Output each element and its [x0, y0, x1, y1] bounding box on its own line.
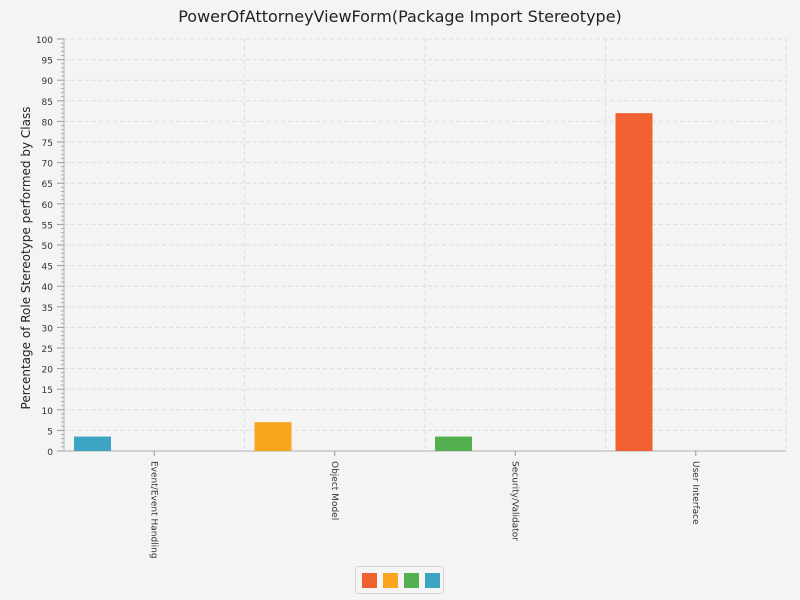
- x-tick-label: Object Model: [329, 461, 339, 520]
- y-tick-label: 65: [42, 180, 53, 190]
- legend: [355, 566, 444, 594]
- legend-swatch: [425, 573, 440, 588]
- y-tick-label: 95: [42, 57, 53, 67]
- x-tick-label: Event/Event Handling: [148, 461, 158, 559]
- y-tick-label: 45: [42, 263, 53, 273]
- bars: [74, 113, 653, 451]
- y-tick-label: 40: [42, 283, 54, 293]
- legend-swatch: [362, 573, 377, 588]
- y-tick-label: 50: [42, 242, 54, 252]
- y-tick-label: 20: [42, 366, 54, 376]
- bar: [74, 436, 111, 451]
- y-tick-label: 30: [42, 324, 54, 334]
- legend-swatch: [383, 573, 398, 588]
- y-tick-label: 60: [42, 201, 54, 211]
- y-tick-label: 35: [42, 304, 53, 314]
- y-tick-label: 90: [42, 77, 54, 87]
- legend-swatch: [404, 573, 419, 588]
- y-tick-label: 85: [42, 98, 53, 108]
- y-tick-label: 55: [42, 221, 53, 231]
- y-tick-label: 15: [42, 386, 53, 396]
- bar: [435, 436, 472, 451]
- axes: [57, 38, 786, 456]
- y-tick-label: 25: [42, 345, 53, 355]
- y-tick-label: 100: [36, 36, 53, 46]
- y-tick-label: 70: [42, 160, 54, 170]
- y-tick-label: 5: [47, 427, 53, 437]
- x-tick-label: Security/Validator: [509, 461, 519, 541]
- y-tick-label: 0: [47, 448, 53, 458]
- y-tick-label: 75: [42, 139, 53, 149]
- bar: [615, 113, 653, 451]
- tick-labels: 0 5 10 15 20 25 30 35 40 45 50 55 60 65 70 75 80 85 90 95 10…: [36, 36, 700, 559]
- y-tick-label: 80: [42, 118, 54, 128]
- bar: [254, 422, 292, 451]
- y-tick-label: 10: [42, 407, 54, 417]
- x-tick-label: User Interface: [690, 461, 700, 525]
- grid: [64, 38, 787, 451]
- chart-title: PowerOfAttorneyViewForm(Package Import S…: [178, 7, 622, 26]
